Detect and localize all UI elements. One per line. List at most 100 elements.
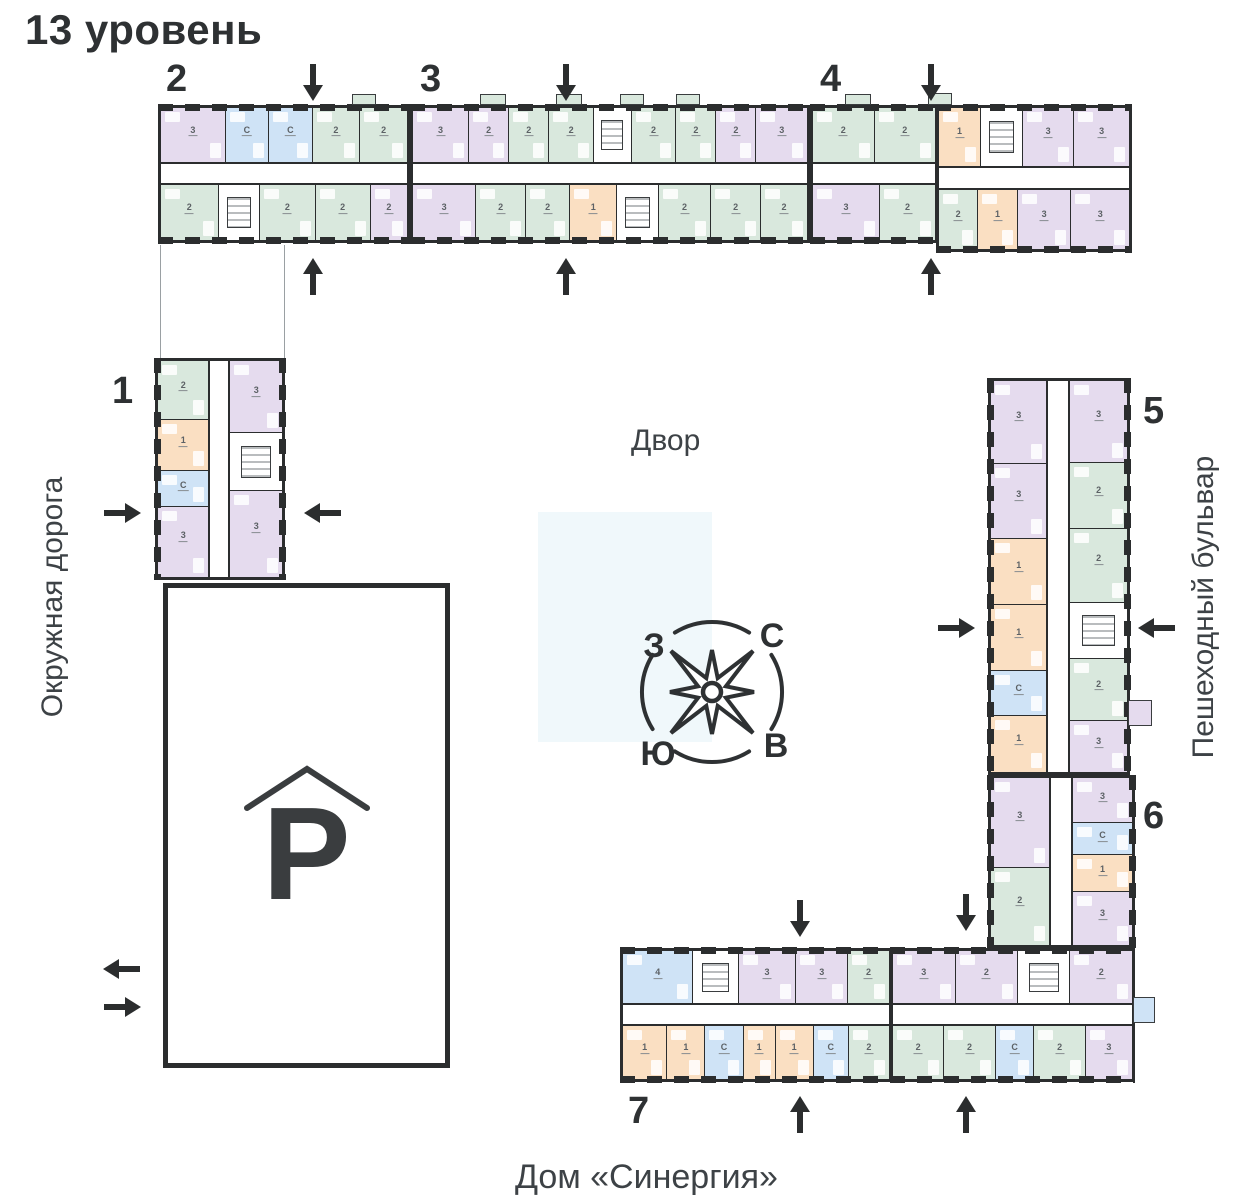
apartment-cell[interactable]: 2 <box>955 951 1019 1004</box>
apartment-cell[interactable]: 1 <box>991 539 1047 606</box>
apartment-cell[interactable]: 2 <box>880 184 935 240</box>
section-6-building[interactable]: 3 2 3 С 1 3 <box>987 775 1136 948</box>
apartment-cell[interactable]: 2 <box>716 108 757 162</box>
apartment-cell[interactable]: 2 <box>1070 463 1127 529</box>
corridor <box>623 1005 889 1024</box>
apartment-cell[interactable]: 2 <box>315 184 371 240</box>
apartment-type-label: 2 <box>1094 484 1104 497</box>
apartment-cell[interactable]: 1 <box>775 1025 814 1079</box>
apartment-cell[interactable]: 2 <box>469 108 510 162</box>
apartment-cell[interactable]: 2 <box>1070 951 1132 1004</box>
section-2-label: 2 <box>166 58 188 100</box>
apartment-cell[interactable]: С <box>225 108 270 162</box>
stair-core <box>218 184 261 240</box>
apartment-cell[interactable]: 4 <box>623 951 694 1004</box>
apartment-cell[interactable]: С <box>705 1025 744 1079</box>
apartment-cell[interactable]: 3 <box>161 108 226 162</box>
apartment-cell[interactable]: 2 <box>847 951 889 1004</box>
apartment-cell[interactable]: 2 <box>874 108 935 162</box>
section-1-building[interactable]: 2 1 С 3 3 3 <box>154 358 286 580</box>
apartment-type-label: 2 <box>338 202 348 214</box>
section-2-building[interactable]: 3 С С 2 2 2 2 2 2 <box>158 104 410 244</box>
apartment-type-label: 2 <box>779 202 789 214</box>
apartment-cell[interactable]: 2 <box>848 1025 889 1079</box>
section-5-building[interactable]: 3 3 1 1 С 1 3 2 2 2 3 <box>987 378 1131 775</box>
apartment-cell[interactable]: 2 <box>312 108 361 162</box>
apartment-type-label: 1 <box>1014 560 1024 573</box>
corridor <box>210 361 229 577</box>
parking-area[interactable]: P <box>163 583 450 1068</box>
apartment-cell[interactable]: 3 <box>738 951 797 1004</box>
apartment-cell[interactable]: 2 <box>813 108 875 162</box>
apartment-cell[interactable]: 2 <box>1070 528 1127 603</box>
apartment-cell[interactable]: С <box>1073 823 1132 856</box>
apartment-cell[interactable]: 1 <box>667 1025 706 1079</box>
apartment-cell[interactable]: 2 <box>631 108 677 162</box>
apartment-cell[interactable]: 2 <box>1070 659 1127 721</box>
apartment-cell[interactable]: 3 <box>1070 381 1127 464</box>
apartment-cell[interactable]: 1 <box>978 190 1018 249</box>
apartment-cell[interactable]: 1 <box>570 184 618 240</box>
apartment-cell[interactable]: 1 <box>939 108 982 166</box>
apartment-cell[interactable]: 2 <box>1034 1025 1086 1079</box>
section-7-building[interactable]: 4 3 3 2 1 1 С 1 1 С 2 <box>620 947 892 1083</box>
apartment-cell[interactable]: 2 <box>549 108 594 162</box>
apartment-cell[interactable]: 3 <box>991 778 1049 869</box>
apartment-type-label: 3 <box>178 530 188 543</box>
apartment-cell[interactable]: 2 <box>893 1025 945 1079</box>
apartment-cell[interactable]: 3 <box>1070 720 1127 772</box>
apartment-cell[interactable]: 2 <box>158 361 209 421</box>
apartment-cell[interactable]: 2 <box>525 184 571 240</box>
apartment-cell[interactable]: 2 <box>676 108 717 162</box>
apartment-cell[interactable]: 3 <box>1017 190 1072 249</box>
apartment-cell[interactable]: 2 <box>761 184 807 240</box>
apartment-cell[interactable]: 3 <box>413 108 470 162</box>
apartment-cell[interactable]: 1 <box>1073 855 1132 892</box>
apartment-cell[interactable]: 3 <box>1071 190 1129 249</box>
section-3-building[interactable]: 3 2 2 2 2 2 2 3 3 2 2 1 2 2 2 <box>410 104 810 244</box>
apartment-cell[interactable]: 2 <box>370 184 407 240</box>
apartment-cell[interactable]: 3 <box>1074 108 1129 166</box>
apartment-cell[interactable]: 3 <box>1085 1025 1132 1079</box>
apartment-cell[interactable]: 2 <box>658 184 712 240</box>
apartment-cell[interactable]: 1 <box>623 1025 668 1079</box>
apartment-cell[interactable]: 2 <box>711 184 761 240</box>
balcony <box>1128 700 1152 726</box>
apartment-cell[interactable]: 3 <box>991 464 1047 540</box>
apartment-cell[interactable]: 3 <box>1023 108 1075 166</box>
apartment-cell[interactable]: 3 <box>230 491 282 577</box>
apartment-cell[interactable]: С <box>991 671 1047 716</box>
apartment-cell[interactable]: 2 <box>991 868 1049 945</box>
apartment-cell[interactable]: 3 <box>756 108 808 162</box>
apartment-type-label: 3 <box>251 521 261 534</box>
apartment-cell[interactable]: 3 <box>1073 891 1132 945</box>
apartment-cell[interactable]: 2 <box>161 184 219 240</box>
apartment-cell[interactable]: 2 <box>944 1025 996 1079</box>
apartment-cell[interactable]: 1 <box>991 715 1047 773</box>
apartment-cell[interactable]: 3 <box>813 184 880 240</box>
apartment-cell[interactable]: С <box>158 470 209 507</box>
apartment-cell[interactable]: 2 <box>260 184 316 240</box>
apartment-cell[interactable]: 3 <box>991 381 1047 465</box>
apartment-cell[interactable]: 1 <box>743 1025 776 1079</box>
apartment-type-label: 1 <box>1014 733 1024 746</box>
section-6-building[interactable]: 3 2 2 2 2 С 2 3 <box>890 947 1135 1083</box>
apartment-cell[interactable]: 2 <box>360 108 407 162</box>
apartment-cell[interactable]: 3 <box>158 506 209 578</box>
apartment-cell[interactable]: 2 <box>509 108 550 162</box>
apartment-cell[interactable]: 1 <box>158 420 209 471</box>
apartment-cell[interactable]: С <box>995 1025 1035 1079</box>
apartment-cell[interactable]: 3 <box>796 951 848 1004</box>
apartment-cell[interactable]: 2 <box>476 184 526 240</box>
apartment-cell[interactable]: 3 <box>230 361 282 434</box>
apartment-cell[interactable]: 3 <box>413 184 477 240</box>
apartment-cell[interactable]: 1 <box>991 605 1047 672</box>
section-4-building[interactable]: 2 2 3 2 <box>810 104 938 244</box>
apartment-cell[interactable]: 3 <box>1073 778 1132 824</box>
section-4-building[interactable]: 1 3 3 2 1 3 3 <box>936 104 1132 253</box>
apartment-cell[interactable]: 3 <box>893 951 956 1004</box>
apartment-type-label: 2 <box>902 202 913 214</box>
apartment-cell[interactable]: С <box>269 108 313 162</box>
apartment-cell[interactable]: 2 <box>939 190 979 249</box>
apartment-cell[interactable]: С <box>813 1025 849 1079</box>
